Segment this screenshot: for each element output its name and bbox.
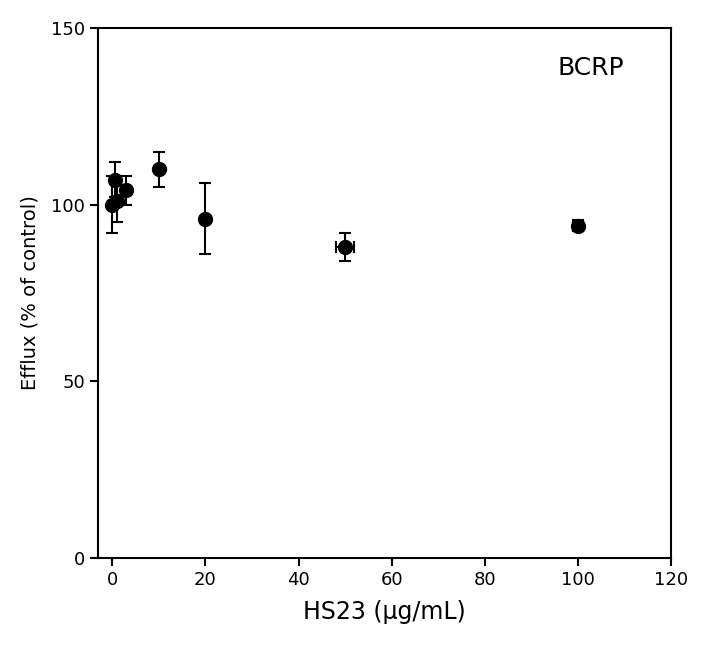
Text: BCRP: BCRP bbox=[558, 56, 625, 80]
X-axis label: HS23 (μg/mL): HS23 (μg/mL) bbox=[303, 600, 466, 624]
Y-axis label: Efflux (% of control): Efflux (% of control) bbox=[21, 195, 40, 390]
